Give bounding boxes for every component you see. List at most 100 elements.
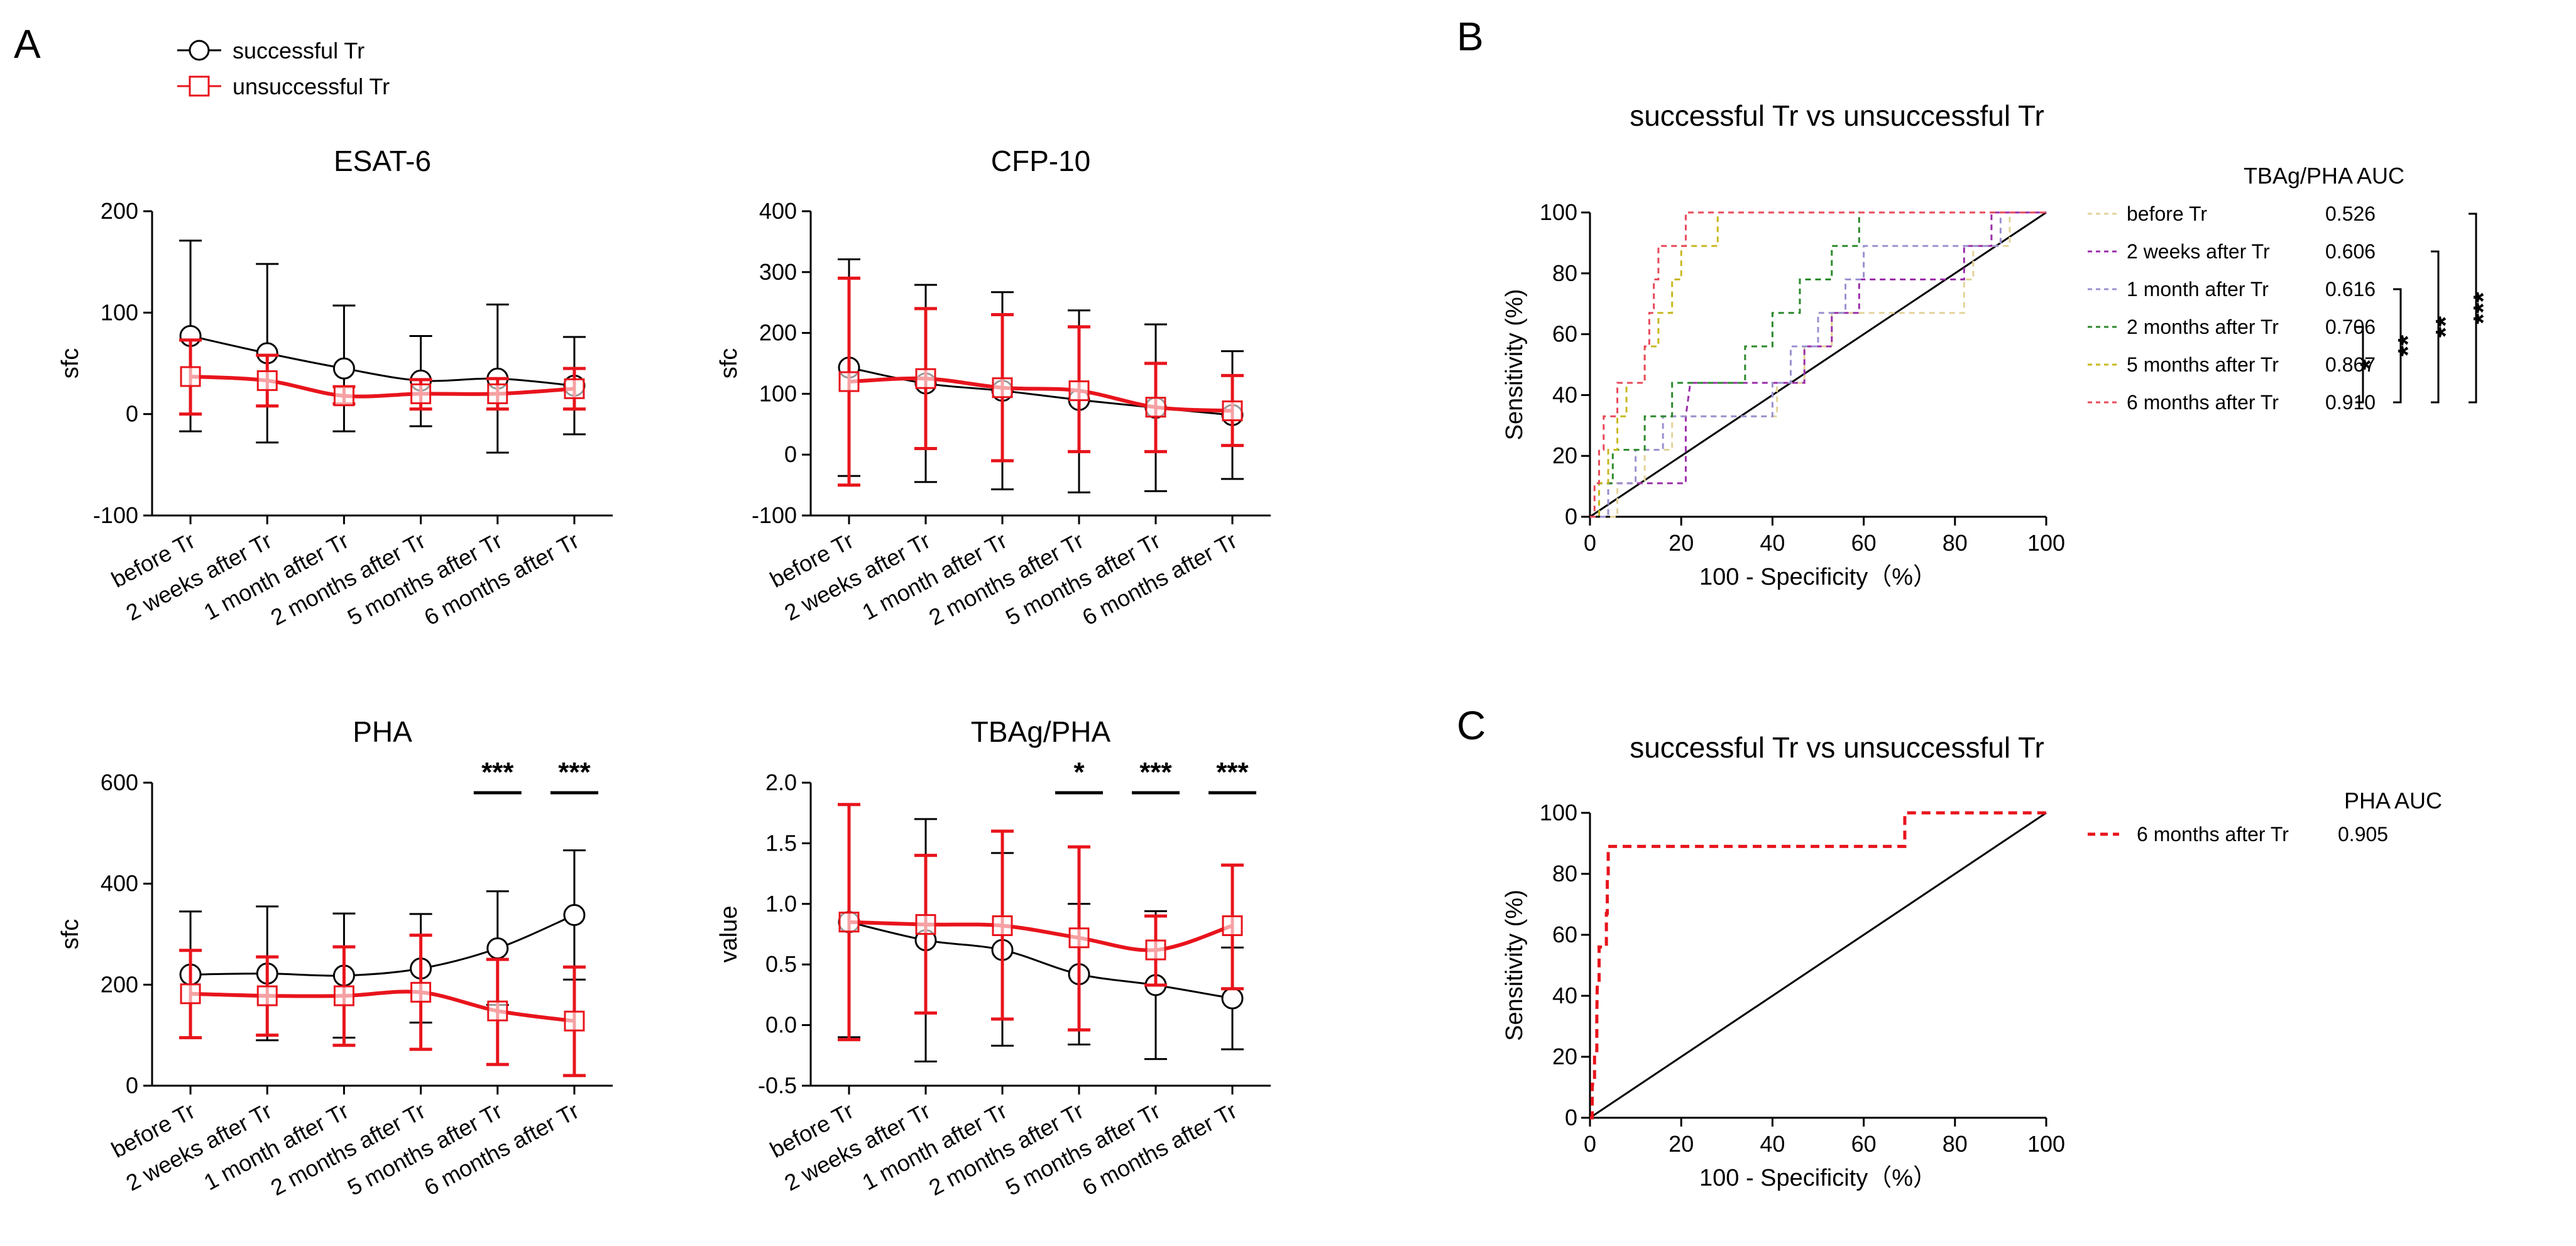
legend-auc-5mo: 0.867 <box>2325 353 2376 376</box>
y-tick-label: 0 <box>1565 504 1577 529</box>
point-unsuccessful-2wk <box>915 914 936 935</box>
legend-auc-2mo: 0.706 <box>2325 316 2376 338</box>
point-unsuccessful-1mo <box>992 915 1013 937</box>
point-unsuccessful-2wk <box>256 370 278 391</box>
roc-title: successful Tr vs unsuccessful Tr <box>1630 731 2044 764</box>
bracket-label: ** <box>2430 316 2461 338</box>
point-unsuccessful-5mo <box>487 1000 508 1022</box>
legend-name-6mo: 6 months after Tr <box>2127 391 2279 414</box>
roc-legend-title: PHA AUC <box>2344 788 2442 813</box>
x-tick-label: 20 <box>1669 1131 1694 1157</box>
x-tick-label: 60 <box>1851 530 1877 556</box>
legend-auc-1mo: 0.616 <box>2325 278 2376 300</box>
point-unsuccessful-1mo <box>992 377 1013 399</box>
legend-successful-swatch <box>177 40 221 61</box>
significance-label: *** <box>558 757 591 788</box>
y-tick-label: 40 <box>1552 382 1577 407</box>
panel-label-a: A <box>14 21 41 67</box>
point-unsuccessful-before <box>180 366 201 387</box>
x-tick-label: 60 <box>1851 1131 1877 1157</box>
x-tick-label: 40 <box>1760 530 1785 556</box>
significance-label: * <box>1073 757 1085 788</box>
roc-curve-5mo <box>1590 211 2046 518</box>
legend-auc-before: 0.526 <box>2325 202 2376 225</box>
point-unsuccessful-2wk <box>256 985 278 1006</box>
x-tick-label: 80 <box>1943 530 1968 556</box>
y-tick-label: 100 <box>1540 800 1577 825</box>
x-tick-label: 20 <box>1669 530 1694 556</box>
y-tick-label: 0.5 <box>765 951 797 977</box>
y-tick-label: 400 <box>101 871 138 896</box>
y-tick-label: 80 <box>1552 861 1577 886</box>
y-tick-label: 1.5 <box>765 830 797 856</box>
bracket-line <box>2469 212 2477 404</box>
point-unsuccessful-2mo <box>1068 380 1090 402</box>
significance-2mo: * <box>1055 757 1103 795</box>
point-unsuccessful-6mo <box>564 378 585 399</box>
series-line-successful <box>848 921 1233 1000</box>
chart-title: ESAT-6 <box>334 145 431 177</box>
point-unsuccessful-before <box>180 983 201 1005</box>
significance-label: *** <box>1139 757 1172 788</box>
series-unsuccessful <box>179 934 586 1078</box>
series-line-successful <box>190 914 575 977</box>
legend-name-1mo: 1 month after Tr <box>2127 278 2269 300</box>
significance-5mo: *** <box>473 757 522 795</box>
series-unsuccessful <box>179 338 586 416</box>
y-tick-label: 1.0 <box>765 891 797 917</box>
y-tick-label: 0 <box>126 401 138 427</box>
legend-auc-6mo: 0.905 <box>2338 823 2388 846</box>
legend-name-6mo: 6 months after Tr <box>2137 823 2289 846</box>
point-unsuccessful-before <box>838 371 860 392</box>
point-successful-5mo <box>486 937 509 959</box>
point-unsuccessful-5mo <box>1145 939 1166 961</box>
point-unsuccessful-1mo <box>333 985 354 1006</box>
y-tick-label: 200 <box>101 198 138 224</box>
point-successful-1mo <box>332 357 355 380</box>
significance-5mo: *** <box>1132 757 1180 795</box>
legend-unsuccessful-swatch <box>177 75 221 97</box>
chart-title: PHA <box>353 715 412 748</box>
point-unsuccessful-2wk <box>915 368 936 389</box>
significance-6mo: *** <box>550 757 598 795</box>
y-tick-label: 100 <box>759 380 797 406</box>
y-tick-label: -100 <box>93 502 138 528</box>
y-tick-label: 0 <box>1565 1105 1577 1130</box>
y-tick-label: 600 <box>101 769 138 795</box>
significance-bracket-2: ** <box>2392 288 2423 404</box>
significance-bracket-4: *** <box>2468 212 2499 404</box>
legend-a: successful Tr unsuccessful Tr <box>177 38 390 99</box>
roc-curve-2mo <box>1590 211 2046 518</box>
point-unsuccessful-5mo <box>487 383 508 404</box>
chart-roc-c: successful Tr vs unsuccessful Tr 00 20 20 40… <box>1501 731 2442 1191</box>
point-unsuccessful-2mo <box>410 981 432 1003</box>
y-axis-label: Sensitivity (%) <box>1501 289 1528 441</box>
y-tick-label: 40 <box>1552 983 1577 1008</box>
significance-label: *** <box>1216 757 1249 788</box>
point-unsuccessful-1mo <box>333 385 354 407</box>
point-unsuccessful-before <box>838 912 860 933</box>
bracket-line <box>2431 250 2440 404</box>
chart-title: TBAg/PHA <box>971 715 1111 748</box>
series-successful <box>838 258 1244 493</box>
reference-diagonal <box>1589 812 2047 1119</box>
bracket-label: * <box>2355 359 2386 370</box>
point-successful-6mo <box>563 903 586 926</box>
x-tick-label: 100 <box>2027 1131 2065 1157</box>
roc-legend-title: TBAg/PHA AUC <box>2244 163 2404 189</box>
x-tick-label: 40 <box>1760 1131 1785 1157</box>
series-unsuccessful <box>838 803 1244 1042</box>
y-tick-label: -0.5 <box>758 1072 797 1098</box>
x-tick-label: 0 <box>1584 530 1596 556</box>
series-line-unsuccessful <box>190 990 575 1023</box>
series-unsuccessful <box>838 276 1244 487</box>
x-tick-label: 100 <box>2027 530 2065 556</box>
y-tick-label: -100 <box>752 502 797 528</box>
chart-roc-b: successful Tr vs unsuccessful Tr 00 20 20 40… <box>1501 99 2499 590</box>
y-tick-label: 80 <box>1552 260 1577 286</box>
legend-successful-label: successful Tr <box>233 38 364 63</box>
roc-curve-6mo <box>1590 211 2046 518</box>
significance-6mo: *** <box>1209 757 1256 795</box>
